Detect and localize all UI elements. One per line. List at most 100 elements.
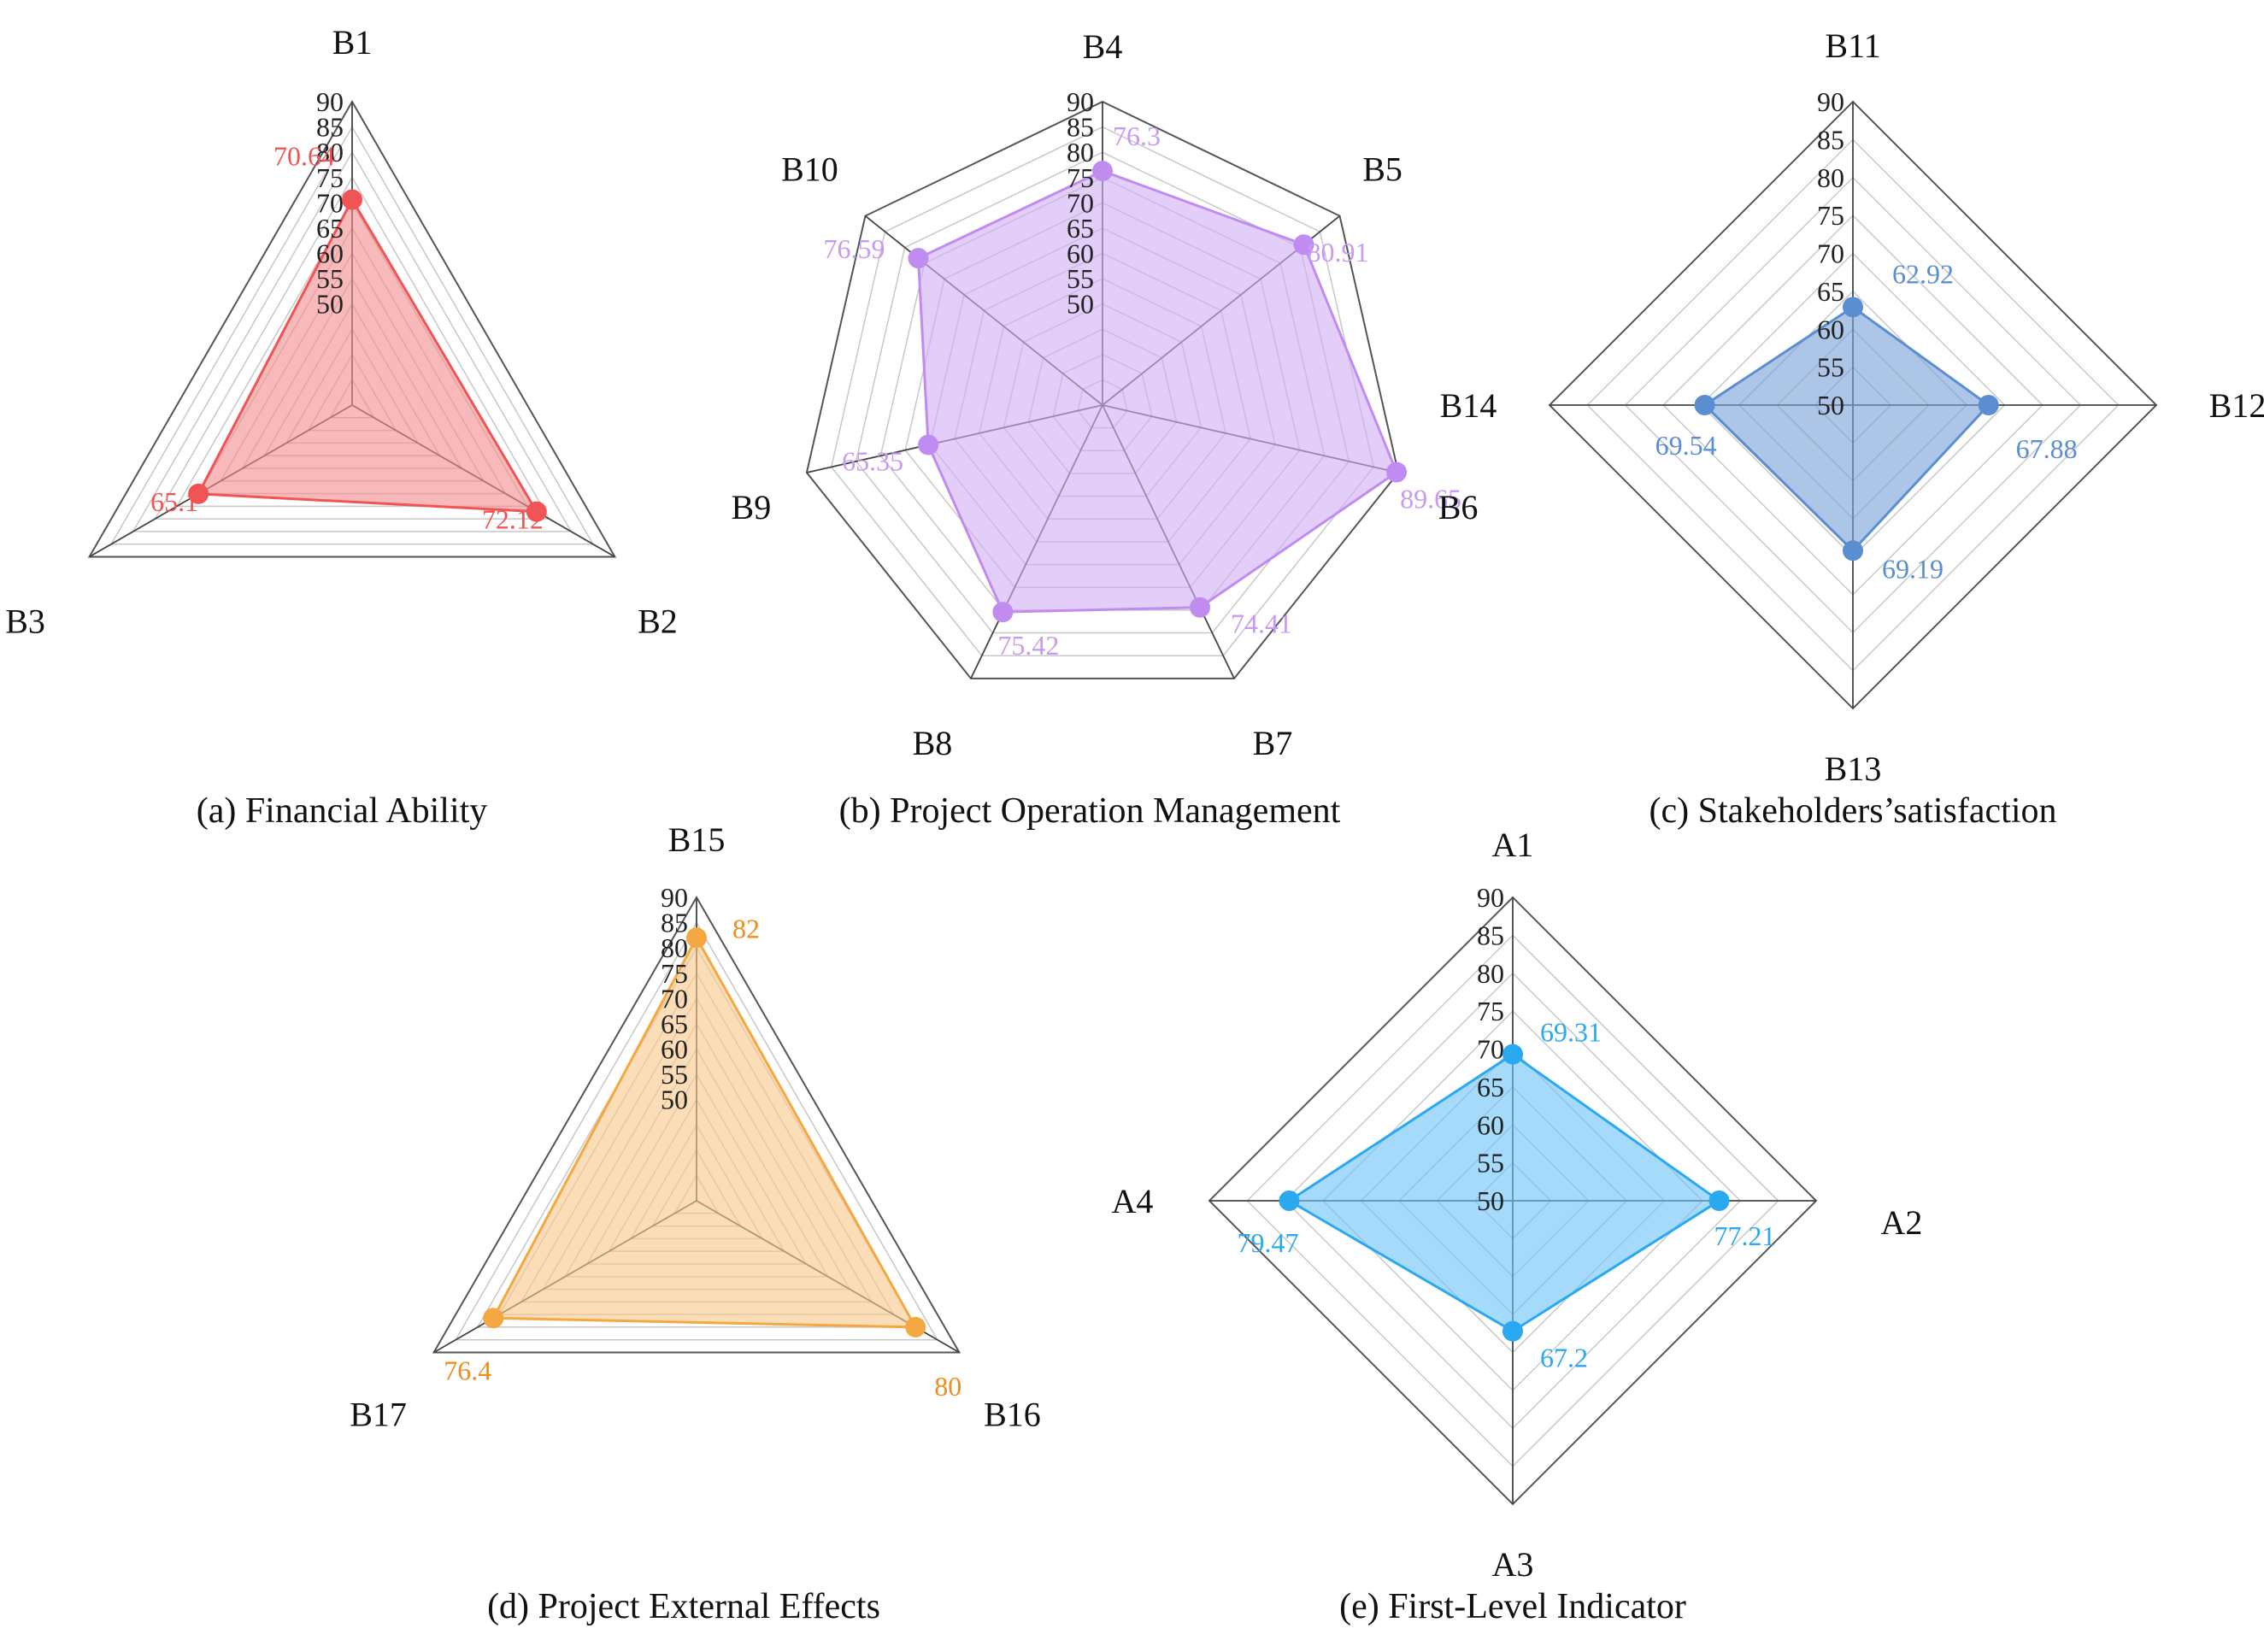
value-label: 76.59 [823,233,885,264]
tick-label: 70 [1817,238,1844,269]
data-area [196,197,539,514]
value-label: 69.54 [1655,430,1717,461]
value-label: 76.4 [444,1355,491,1385]
value-label: 76.3 [1113,121,1161,151]
data-point [905,1316,926,1337]
value-label: 70.64 [273,141,335,172]
tick-label: 65 [1477,1072,1504,1102]
data-area [916,169,1398,614]
tick-label: 80 [1817,162,1844,193]
tick-label: 70 [1477,1034,1504,1065]
axis-label: B4 [1083,27,1123,66]
data-point [686,927,707,949]
data-point [908,248,929,269]
value-label: 80 [934,1371,961,1402]
grid-ring [109,126,595,545]
data-point [483,1308,504,1329]
chart-caption: (e) First-Level Indicator [1339,1587,1686,1626]
tick-label: 60 [661,1034,688,1065]
tick-label: 65 [1817,276,1844,307]
tick-label: 60 [316,238,344,269]
tick-label: 85 [316,112,344,143]
data-point [1386,462,1408,483]
data-point [342,189,362,210]
tick-label: 85 [1817,124,1844,155]
axis-label: B13 [1825,750,1882,788]
axis-label: B9 [732,488,772,526]
tick-label: 55 [1817,352,1844,383]
tick-label: 85 [1477,920,1504,950]
tick-label: 70 [1067,187,1094,218]
value-label: 67.2 [1540,1343,1588,1373]
tick-label: 80 [1067,137,1094,168]
data-area [1702,305,1991,553]
axis-label: B16 [984,1396,1041,1434]
value-label: 67.88 [2016,433,2078,464]
tick-label: 60 [1477,1109,1504,1140]
tick-label: 60 [1817,314,1844,344]
value-label: 80.91 [1308,237,1369,267]
axis-label: B8 [913,724,953,762]
axis-label: B7 [1253,724,1293,762]
grid-ring [87,100,617,558]
grid-ring [830,126,1375,656]
tick-label: 65 [316,213,344,244]
chart-caption: (c) Stakeholders’satisfaction [1649,791,2056,831]
data-point [188,483,209,504]
tick-label: 50 [316,289,344,320]
data-point [1279,1190,1300,1211]
chart-caption: (d) Project External Effects [487,1587,880,1626]
grid-ring [132,150,573,532]
axis-label: B2 [638,603,678,641]
data-point [1190,597,1211,618]
axis-label: B15 [668,820,726,859]
data-point [992,602,1014,623]
value-label: 82 [732,913,760,944]
value-label: 75.42 [997,630,1059,661]
tick-label: 75 [661,958,688,989]
value-label: 69.19 [1882,553,1944,584]
axis-label: B10 [781,150,838,189]
value-label: 62.92 [1892,258,1954,289]
tick-label: 80 [1477,958,1504,989]
radar-chart-stakeholders-satisfaction: 50 55 60 65 70 75 80 85 90 62.92 67.88 69.19 69.54 B1… [1440,26,2264,831]
tick-label: 55 [1477,1148,1504,1179]
value-label: 69.31 [1540,1017,1602,1048]
data-point [526,501,547,522]
tick-label: 90 [1477,882,1504,913]
tick-label: 55 [1067,263,1094,294]
tick-label: 60 [1067,238,1094,269]
axis-label: B6 [1438,488,1479,526]
axis-label: B11 [1825,26,1880,65]
tick-label: 85 [661,908,688,938]
axis-label: A2 [1881,1203,1923,1242]
grid-ring [805,100,1400,679]
data-point [1502,1320,1523,1342]
data-point [1843,297,1863,318]
value-label: 77.21 [1714,1220,1775,1251]
tick-label: 90 [316,86,344,117]
data-point [1978,395,1999,415]
value-label: 89.65 [1400,484,1461,514]
axis-label: B3 [5,603,45,641]
tick-label: 90 [1817,86,1844,117]
radar-chart-first-level-indicator: 50 55 60 65 70 75 80 85 90 69.31 77.21 67.2 79.47 A1 A… [1112,826,1923,1626]
chart-caption: (a) Financial Ability [197,791,488,831]
tick-label: 50 [1817,390,1844,420]
data-point [1092,161,1113,182]
grid-ring [432,895,961,1354]
tick-label: 50 [1067,289,1094,320]
value-label: 74.41 [1231,608,1292,639]
tick-label: 55 [316,263,344,294]
data-point [1502,1044,1523,1065]
tick-label: 80 [661,932,688,963]
tick-label: 70 [661,983,688,1014]
radar-chart-financial-ability: 50556065707580859070.6472.1265.1B1B2B3(a… [5,23,678,831]
axis-label: B17 [350,1396,407,1434]
